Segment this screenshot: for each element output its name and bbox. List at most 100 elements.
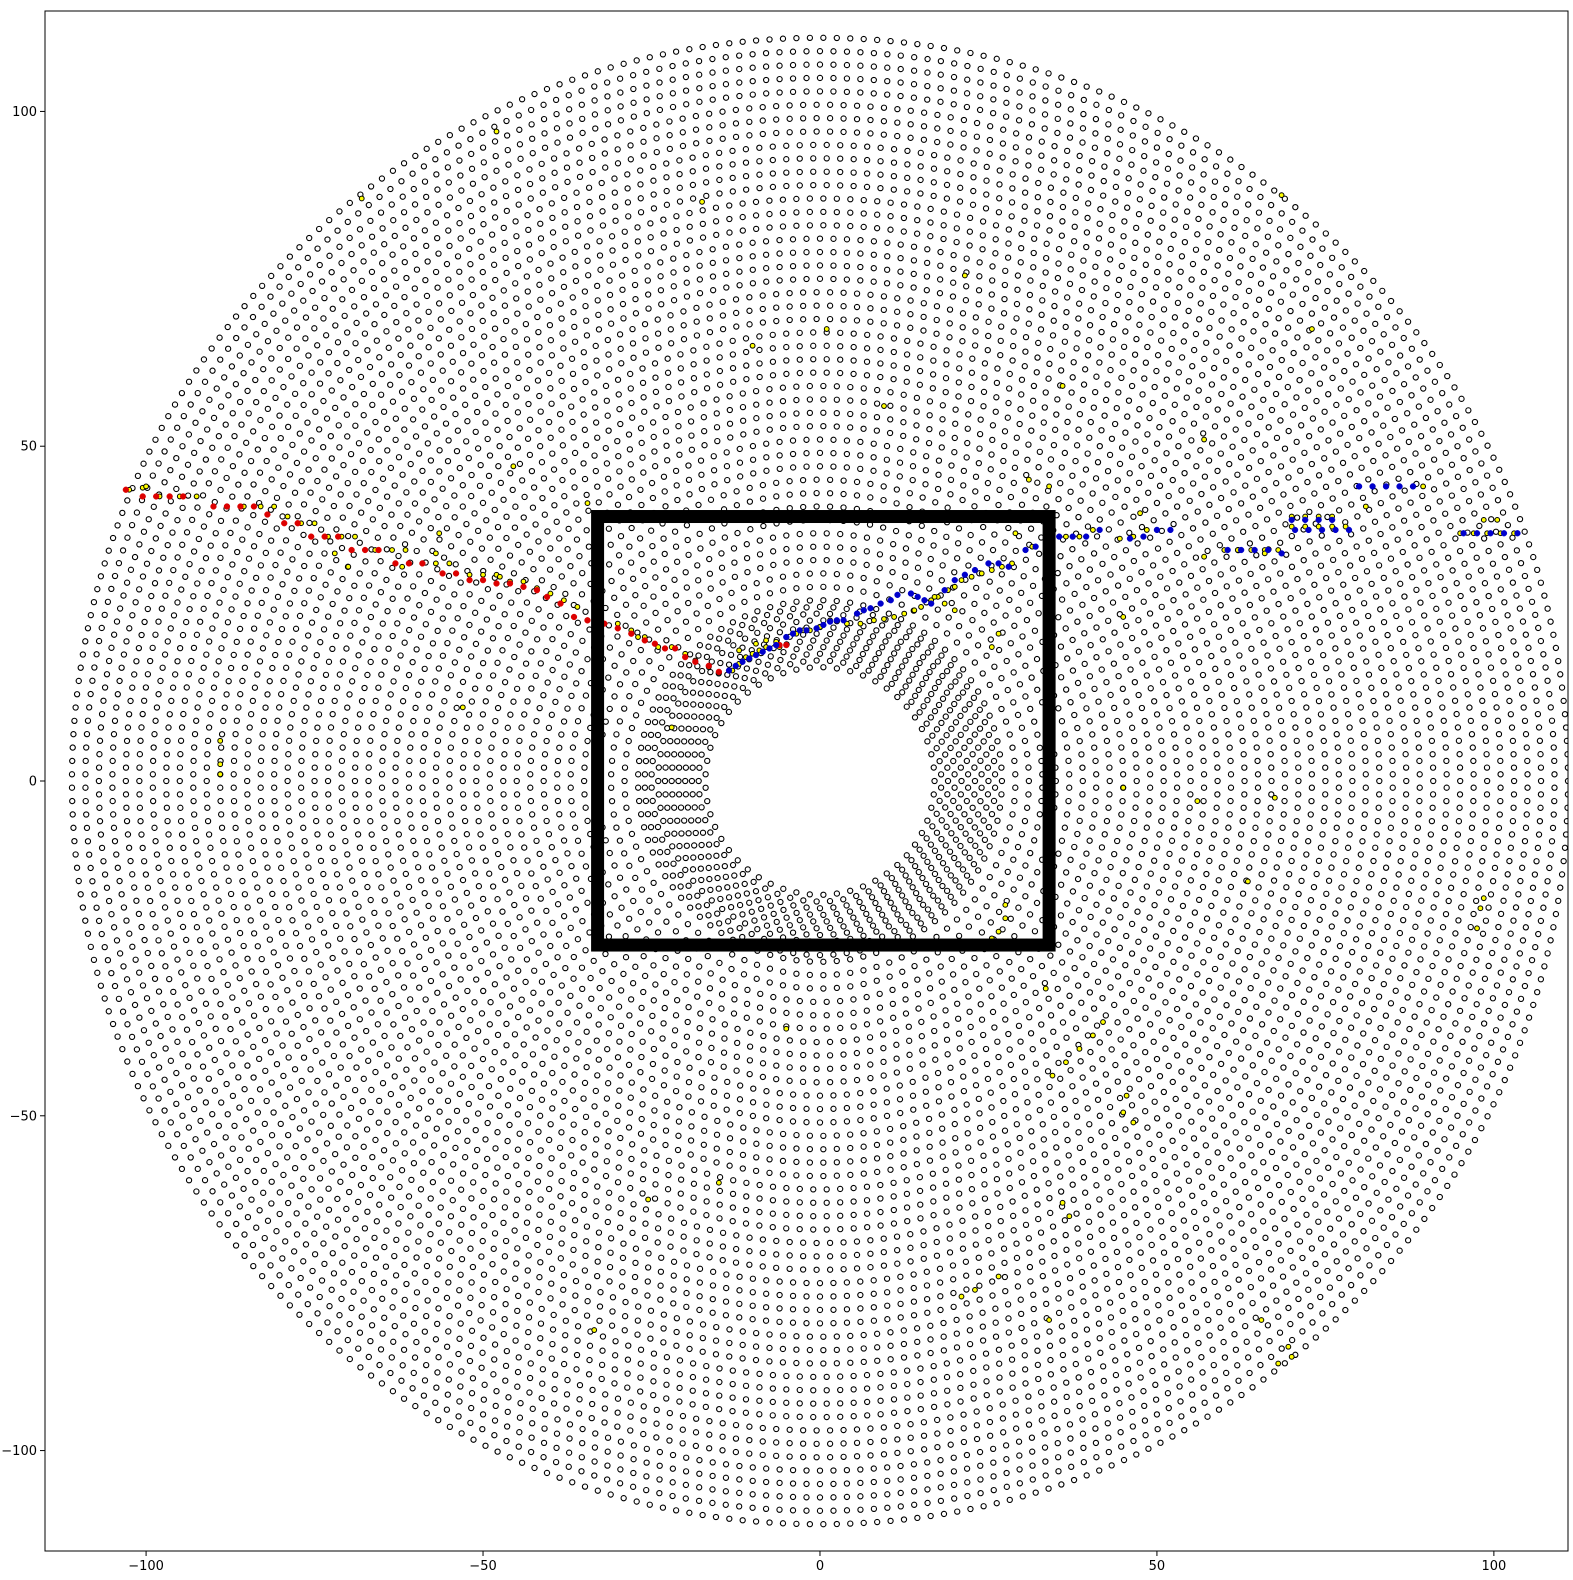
ring-points: [68, 34, 1568, 1528]
blue-point: [1069, 533, 1076, 540]
highlighted-point: [1076, 1045, 1083, 1052]
blue-point: [951, 576, 958, 584]
highlighted-point: [466, 571, 473, 578]
red-point: [506, 580, 514, 587]
highlighted-point: [520, 578, 527, 585]
ring: [217, 182, 1423, 1380]
red-point: [671, 645, 679, 652]
highlighted-point: [995, 928, 1002, 935]
highlighted-point: [995, 630, 1002, 637]
red-point: [661, 645, 669, 652]
ring: [338, 302, 1302, 1260]
ring-point-path: [419, 382, 1221, 1180]
blue-point: [840, 617, 847, 624]
highlighted-point: [1046, 1317, 1053, 1323]
blue-point: [1382, 483, 1390, 490]
highlighted-point: [968, 573, 975, 580]
blue-point: [1345, 526, 1353, 534]
ring-point-path: [257, 222, 1383, 1340]
highlighted-point: [918, 604, 924, 610]
red-point: [783, 641, 790, 649]
ring: [641, 603, 999, 959]
ring-point-path: [378, 342, 1262, 1220]
ring: [230, 195, 1410, 1367]
blue-point: [1473, 530, 1481, 537]
ring-point-path: [244, 208, 1396, 1354]
red-point: [692, 658, 699, 665]
x-tick-label: 50: [1149, 1559, 1166, 1574]
ring: [661, 623, 979, 939]
highlighted-point: [891, 614, 898, 620]
red-point: [452, 570, 460, 577]
blue-point: [928, 600, 935, 607]
highlighted-point: [459, 704, 466, 711]
blue-point: [1288, 516, 1295, 524]
red-point: [334, 533, 342, 540]
ring: [351, 315, 1289, 1247]
red-point: [294, 520, 301, 527]
highlighted-point: [271, 503, 278, 510]
y-tick-label: 50: [20, 440, 37, 455]
ring: [297, 262, 1342, 1300]
ring-point-path: [82, 48, 1558, 1514]
blue-point: [1224, 546, 1231, 554]
ring: [176, 141, 1464, 1421]
ring-point-path: [176, 141, 1464, 1421]
ring-point-path: [365, 329, 1275, 1233]
highlighted-point: [1194, 798, 1201, 804]
red-point: [179, 493, 187, 500]
blue-point: [877, 600, 884, 607]
highlighted-point: [389, 547, 395, 553]
blue-point: [921, 597, 928, 604]
red-point: [439, 570, 446, 577]
highlighted-point: [217, 761, 224, 768]
highlighted-point: [1288, 1353, 1295, 1360]
ring: [149, 115, 1491, 1447]
blue-point: [1264, 546, 1272, 554]
y-tick-label: 100: [12, 105, 37, 120]
ring: [271, 235, 1369, 1327]
ring: [163, 128, 1477, 1434]
ring-point-path: [203, 168, 1437, 1394]
red-point: [570, 613, 578, 621]
ring: [682, 644, 958, 918]
highlighted-point: [1420, 483, 1427, 490]
highlighted-point: [331, 550, 338, 557]
ring: [527, 490, 1113, 1072]
red-point: [614, 625, 621, 632]
blue-point: [1328, 516, 1336, 524]
blue-point: [887, 597, 894, 604]
blue-point: [1514, 530, 1521, 537]
blue-point: [867, 605, 874, 612]
highlighted-point: [432, 550, 439, 557]
blue-point: [1032, 543, 1039, 550]
blue-point: [971, 566, 979, 574]
red-point: [361, 546, 369, 554]
ring-point-path: [675, 637, 965, 925]
blue-point: [1022, 546, 1029, 554]
highlighted-point: [584, 500, 591, 507]
ring: [68, 34, 1568, 1528]
ring-point-path: [163, 128, 1477, 1434]
ring: [95, 61, 1545, 1501]
highlighted-point: [1012, 530, 1019, 537]
highlighted-point: [1002, 901, 1009, 908]
red-point: [520, 583, 527, 590]
highlighted-point: [1120, 614, 1127, 620]
blue-point: [732, 662, 739, 669]
blue-point: [1302, 516, 1309, 524]
ring: [473, 436, 1167, 1126]
ring-point-path: [190, 155, 1450, 1407]
ring: [419, 382, 1221, 1180]
ring: [688, 650, 952, 912]
red-point: [122, 486, 130, 493]
ring: [513, 476, 1127, 1086]
ring: [675, 637, 965, 925]
blue-point: [1278, 550, 1285, 557]
blue-point: [961, 571, 969, 578]
highlighted-point: [493, 128, 500, 135]
blue-point: [1409, 483, 1417, 490]
ring-point-path: [122, 88, 1518, 1474]
blue-point: [1369, 483, 1376, 490]
